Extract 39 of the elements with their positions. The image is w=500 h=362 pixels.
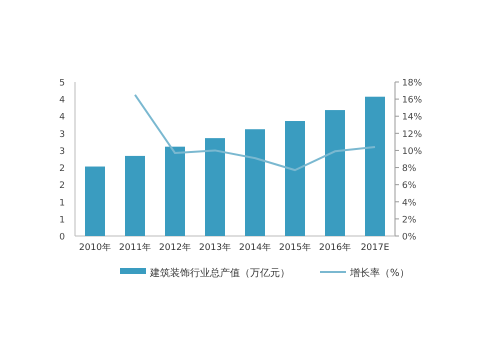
y-tick-label: 3 [59, 130, 65, 140]
y2-tick-label: 16% [402, 96, 422, 106]
legend-label: 增长率（%） [349, 267, 410, 279]
y-tick-label: 1 [59, 198, 65, 208]
y-tick-label: 4 [59, 112, 66, 123]
y-tick-label: 1 [59, 215, 65, 226]
y2-tick-label: 4% [402, 198, 417, 208]
y2-tick-label: 8% [402, 164, 417, 174]
bar [205, 138, 225, 236]
bar [165, 146, 185, 236]
y2-tick-label: 12% [402, 130, 422, 140]
x-tick-label: 2015年 [279, 242, 311, 253]
y2-tick-label: 18% [402, 78, 422, 88]
bar [125, 156, 145, 236]
x-tick-label: 2011年 [119, 242, 151, 253]
y2-tick-label: 0% [402, 232, 417, 242]
legend-label: 建筑装饰行业总产值（万亿元） [149, 267, 290, 279]
y-tick-label: 0 [59, 232, 66, 242]
bar [245, 129, 265, 236]
y2-tick-label: 2% [402, 215, 417, 226]
x-tick-label: 2014年 [239, 242, 271, 253]
bar [285, 121, 305, 236]
x-tick-label: 2012年 [159, 242, 191, 253]
y-tick-label: 2 [59, 164, 65, 174]
y2-tick-label: 10% [402, 146, 422, 157]
y2-tick-label: 14% [402, 112, 422, 123]
x-tick-label: 2016年 [319, 242, 351, 253]
y-tick-label: 4 [59, 96, 66, 106]
bar [365, 96, 385, 236]
x-tick-label: 2010年 [79, 242, 111, 253]
y2-tick-label: 6% [402, 181, 417, 192]
y-tick-label: 5 [59, 78, 65, 88]
x-tick-label: 2017E [360, 243, 390, 253]
x-tick-label: 2013年 [199, 242, 231, 253]
bar [325, 110, 345, 236]
y-tick-label: 2 [59, 181, 65, 192]
y-tick-label: 3 [59, 146, 65, 157]
line-series [134, 94, 376, 172]
bar [85, 166, 105, 236]
